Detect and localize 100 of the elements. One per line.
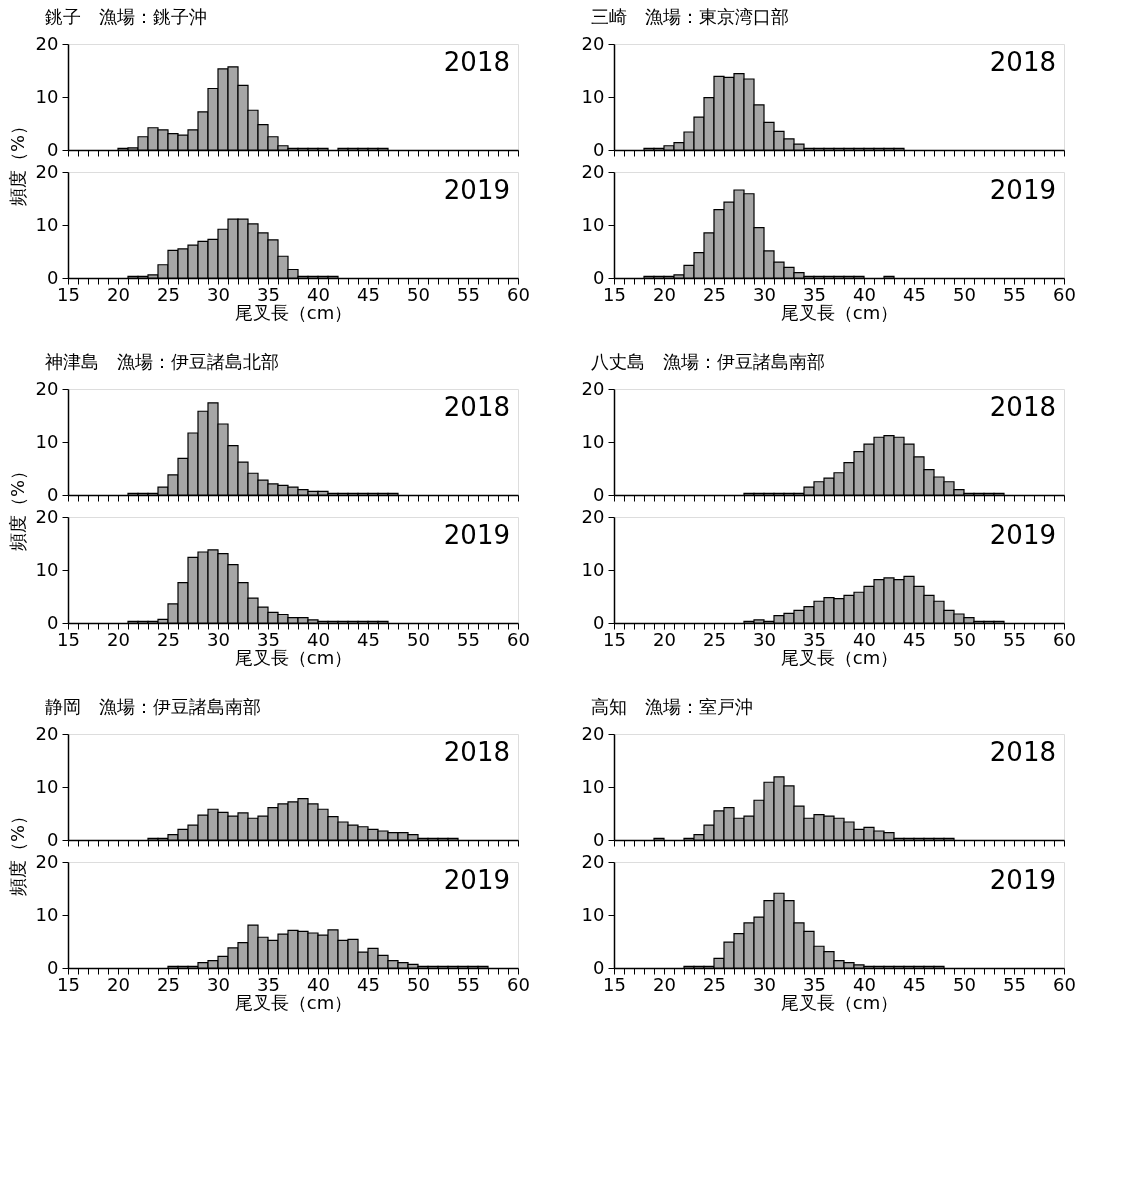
- annotation: 2019: [443, 865, 510, 895]
- y-tick-label: 0: [593, 956, 605, 978]
- annotation: 2019: [443, 175, 510, 205]
- y-axis-title: 頻度（%）: [6, 806, 28, 897]
- y-tick-label: 0: [593, 828, 605, 850]
- x-tick-label: 15: [57, 973, 80, 995]
- y-tick-label: 0: [593, 483, 605, 505]
- x-tick-label: 30: [207, 283, 230, 305]
- y-tick-label: 20: [581, 377, 605, 399]
- chart-title: 静岡 漁場：伊豆諸島南部: [45, 696, 262, 717]
- x-tick-label: 50: [407, 283, 430, 305]
- y-tick-label: 20: [581, 505, 605, 527]
- x-tick-label: 55: [457, 628, 480, 650]
- x-tick-label: 45: [357, 628, 380, 650]
- x-tick-label: 20: [107, 973, 130, 995]
- x-tick-label: 60: [1053, 973, 1076, 995]
- y-tick-label: 20: [581, 32, 605, 54]
- y-tick-label: 10: [581, 213, 605, 235]
- x-tick-label: 30: [753, 628, 776, 650]
- x-tick-label: 45: [903, 628, 926, 650]
- x-tick-label: 30: [753, 973, 776, 995]
- x-tick-label: 55: [1003, 973, 1026, 995]
- chart-title: 三崎 漁場：東京湾口部: [591, 6, 790, 27]
- y-tick-label: 20: [581, 850, 605, 872]
- x-tick-label: 50: [953, 973, 976, 995]
- x-tick-label: 20: [107, 628, 130, 650]
- y-tick-label: 10: [35, 558, 59, 580]
- y-tick-label: 10: [581, 775, 605, 797]
- x-tick-label: 60: [507, 973, 530, 995]
- x-tick-label: 20: [653, 973, 676, 995]
- annotation: 2018: [443, 737, 510, 767]
- x-tick-label: 50: [953, 628, 976, 650]
- y-tick-label: 20: [35, 32, 59, 54]
- y-tick-label: 0: [47, 828, 59, 850]
- x-tick-label: 55: [457, 973, 480, 995]
- x-tick-label: 15: [57, 628, 80, 650]
- x-tick-label: 20: [653, 283, 676, 305]
- y-tick-label: 0: [47, 483, 59, 505]
- annotation: 2018: [989, 47, 1056, 77]
- y-tick-label: 10: [35, 775, 59, 797]
- y-tick-label: 10: [35, 85, 59, 107]
- x-tick-label: 45: [357, 973, 380, 995]
- annotation: 2018: [989, 737, 1056, 767]
- y-tick-label: 20: [35, 377, 59, 399]
- x-tick-label: 25: [703, 283, 726, 305]
- x-tick-label: 60: [1053, 628, 1076, 650]
- y-tick-label: 0: [47, 138, 59, 160]
- y-tick-label: 20: [35, 722, 59, 744]
- x-tick-label: 15: [603, 283, 626, 305]
- x-tick-label: 25: [703, 973, 726, 995]
- x-tick-label: 60: [1053, 283, 1076, 305]
- annotation: 2019: [443, 520, 510, 550]
- x-tick-label: 60: [507, 283, 530, 305]
- y-tick-label: 20: [581, 722, 605, 744]
- x-tick-label: 15: [603, 973, 626, 995]
- x-tick-label: 50: [407, 973, 430, 995]
- x-tick-label: 55: [457, 283, 480, 305]
- x-tick-label: 30: [207, 973, 230, 995]
- chart-title: 高知 漁場：室戸沖: [591, 696, 754, 717]
- x-tick-label: 45: [903, 973, 926, 995]
- annotation: 2019: [989, 865, 1056, 895]
- annotation: 2018: [443, 47, 510, 77]
- y-tick-label: 10: [581, 85, 605, 107]
- x-tick-label: 15: [603, 628, 626, 650]
- y-tick-label: 10: [581, 558, 605, 580]
- annotation: 2018: [443, 392, 510, 422]
- x-tick-label: 55: [1003, 283, 1026, 305]
- y-tick-label: 20: [35, 160, 59, 182]
- y-tick-label: 20: [581, 160, 605, 182]
- y-tick-label: 10: [35, 903, 59, 925]
- y-tick-label: 0: [47, 956, 59, 978]
- annotation: 2019: [989, 520, 1056, 550]
- y-axis-title: 頻度（%）: [6, 461, 28, 552]
- x-tick-label: 30: [207, 628, 230, 650]
- x-tick-label: 45: [357, 283, 380, 305]
- annotation: 2018: [989, 392, 1056, 422]
- x-tick-label: 50: [953, 283, 976, 305]
- x-tick-label: 15: [57, 283, 80, 305]
- x-tick-label: 50: [407, 628, 430, 650]
- x-tick-label: 25: [157, 973, 180, 995]
- y-tick-label: 20: [35, 505, 59, 527]
- x-tick-label: 60: [507, 628, 530, 650]
- x-tick-label: 25: [157, 283, 180, 305]
- y-tick-label: 10: [35, 213, 59, 235]
- annotation: 2019: [989, 175, 1056, 205]
- y-tick-label: 0: [593, 266, 605, 288]
- y-tick-label: 10: [581, 430, 605, 452]
- y-tick-label: 0: [593, 611, 605, 633]
- x-tick-label: 45: [903, 283, 926, 305]
- y-tick-label: 10: [35, 430, 59, 452]
- y-tick-label: 20: [35, 850, 59, 872]
- x-tick-label: 25: [703, 628, 726, 650]
- x-tick-label: 20: [107, 283, 130, 305]
- y-axis-title: 頻度（%）: [6, 116, 28, 207]
- y-tick-label: 10: [581, 903, 605, 925]
- x-tick-label: 30: [753, 283, 776, 305]
- y-tick-label: 0: [593, 138, 605, 160]
- x-tick-label: 55: [1003, 628, 1026, 650]
- chart-title: 神津島 漁場：伊豆諸島北部: [45, 351, 280, 372]
- x-tick-label: 25: [157, 628, 180, 650]
